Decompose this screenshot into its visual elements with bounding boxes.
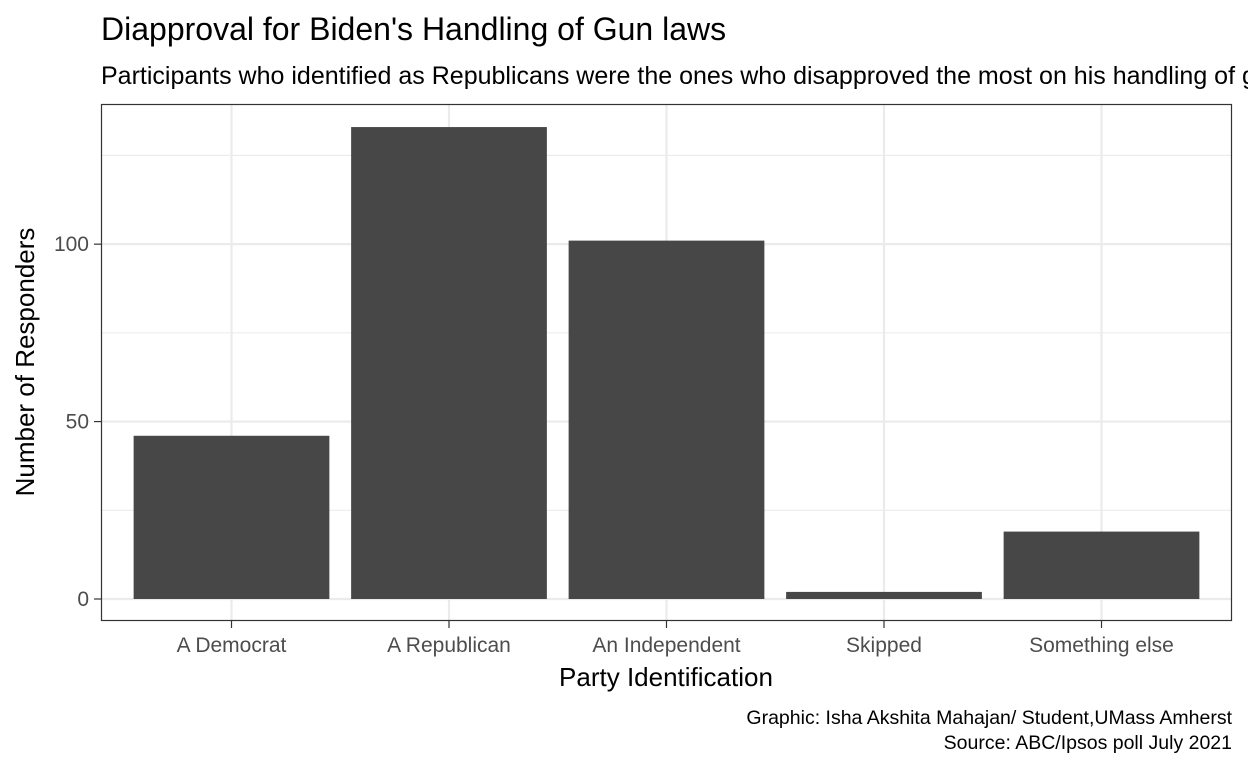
x-axis: A Democrat A Republican An Independent Skip… xyxy=(177,621,1174,657)
bar-something-else xyxy=(1003,531,1200,599)
y-axis-title: Number of Responders xyxy=(10,228,40,497)
plot-border xyxy=(100,103,1233,622)
caption-source: Source: ABC/Ipsos poll July 2021 xyxy=(944,732,1232,754)
bar-skipped xyxy=(786,591,982,599)
bar-a-republican xyxy=(351,127,547,599)
chart-title: Diapproval for Biden's Handling of Gun l… xyxy=(101,11,726,47)
bar-an-independent xyxy=(568,240,765,599)
caption-graphic: Graphic: Isha Akshita Mahajan/ Student,U… xyxy=(746,707,1232,729)
x-tick-label: Something else xyxy=(1029,634,1174,657)
x-axis-title: Party Identification xyxy=(559,662,773,692)
y-tick-label: 50 xyxy=(66,411,89,434)
x-tick-label: An Independent xyxy=(592,634,740,657)
bar-a-democrat xyxy=(133,435,330,599)
y-tick-label: 100 xyxy=(54,233,89,256)
y-tick-label: 0 xyxy=(77,588,89,611)
y-axis: 0 50 100 xyxy=(54,233,101,611)
bars xyxy=(133,127,1200,599)
chart-subtitle: Participants who identified as Republica… xyxy=(101,62,1248,90)
x-tick-label: A Democrat xyxy=(177,634,287,657)
x-tick-label: Skipped xyxy=(846,634,922,657)
x-tick-label: A Republican xyxy=(387,634,511,657)
